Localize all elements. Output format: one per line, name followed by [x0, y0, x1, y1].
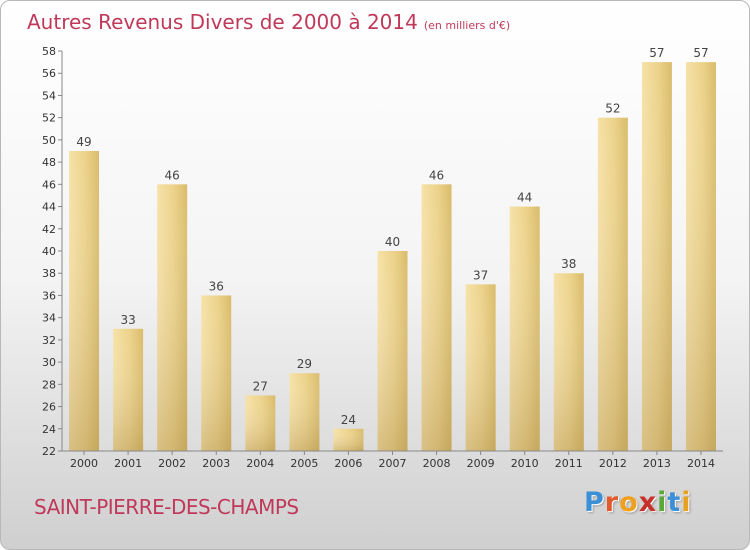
y-tick-label-50: 50: [42, 134, 56, 147]
chart-title-text: Autres Revenus Divers de 2000 à 2014: [27, 10, 418, 34]
y-tick-label-30: 30: [42, 356, 56, 369]
y-tick-label-58: 58: [42, 45, 56, 58]
bar-shade-2004: [245, 395, 276, 451]
x-tick-label-2006: 2006: [334, 457, 362, 470]
y-tick-label-22: 22: [42, 445, 56, 458]
value-label-2000: 49: [76, 135, 91, 149]
x-tick-label-2005: 2005: [290, 457, 318, 470]
bar-shade-2014: [685, 62, 716, 451]
bars-group: [69, 62, 716, 452]
bar-shade-2003: [201, 295, 232, 451]
value-label-2014: 57: [693, 46, 708, 60]
y-tick-label-40: 40: [42, 245, 56, 258]
chart-subtitle: (en milliers d'€): [423, 19, 511, 32]
y-tick-label-42: 42: [42, 223, 56, 236]
y-tick-label-44: 44: [42, 201, 56, 214]
value-label-2007: 40: [385, 235, 400, 249]
value-label-2002: 46: [165, 168, 180, 182]
bar-shade-2002: [157, 184, 188, 452]
value-label-2006: 24: [341, 413, 356, 427]
x-tick-label-2008: 2008: [423, 457, 451, 470]
value-label-2004: 27: [253, 379, 268, 393]
x-tick-label-2007: 2007: [379, 457, 407, 470]
value-label-2012: 52: [605, 102, 620, 116]
logo-letter-5: t: [667, 487, 682, 518]
logo-letter-0: P: [584, 487, 605, 518]
y-tick-label-36: 36: [42, 289, 56, 302]
y-tick-label-46: 46: [42, 178, 56, 191]
axes-group: 2000 2001 2002 2003 2004 2005 2006 2007 2008 2009…: [42, 45, 723, 470]
x-tick-label-2000: 2000: [70, 457, 98, 470]
bar-shade-2000: [69, 151, 100, 451]
value-label-2013: 57: [649, 46, 664, 60]
logo-letter-4: i: [657, 487, 668, 518]
x-tick-label-2013: 2013: [643, 457, 671, 470]
logo-letter-2: o: [619, 487, 639, 518]
bar-shade-2011: [553, 273, 584, 451]
value-label-2010: 44: [517, 191, 532, 205]
x-tick-label-2004: 2004: [246, 457, 274, 470]
y-tick-label-34: 34: [42, 312, 56, 325]
x-tick-label-2002: 2002: [158, 457, 186, 470]
bar-shade-2007: [377, 251, 408, 451]
x-tick-label-2012: 2012: [599, 457, 627, 470]
value-label-2003: 36: [209, 279, 224, 293]
x-tick-label-2014: 2014: [687, 457, 715, 470]
logo-letter-1: r: [604, 487, 620, 518]
value-label-2011: 38: [561, 257, 576, 271]
x-tick-label-2001: 2001: [114, 457, 142, 470]
x-tick-label-2010: 2010: [511, 457, 539, 470]
y-tick-label-52: 52: [42, 112, 56, 125]
y-tick-label-38: 38: [42, 267, 56, 280]
y-tick-label-48: 48: [42, 156, 56, 169]
x-tick-label-2011: 2011: [555, 457, 583, 470]
proxiti-logo: Proxiti: [584, 487, 692, 518]
y-tick-label-54: 54: [42, 89, 56, 102]
y-tick-label-24: 24: [42, 423, 56, 436]
bar-shade-2013: [641, 62, 672, 451]
bar-shade-2010: [509, 206, 540, 451]
bar-shade-2001: [113, 328, 144, 451]
bar-shade-2006: [333, 428, 364, 451]
chart-title: Autres Revenus Divers de 2000 à 2014 (en …: [27, 10, 510, 34]
value-label-2005: 29: [297, 357, 312, 371]
x-tick-label-2003: 2003: [202, 457, 230, 470]
logo-letter-6: i: [681, 487, 692, 518]
value-label-2001: 33: [120, 313, 135, 327]
y-tick-label-32: 32: [42, 334, 56, 347]
logo-letter-3: x: [638, 487, 658, 518]
y-tick-label-26: 26: [42, 401, 56, 414]
bar-shade-2009: [465, 284, 496, 451]
x-tick-label-2009: 2009: [467, 457, 495, 470]
y-tick-label-56: 56: [42, 67, 56, 80]
value-labels-group: 49 33 46 36 27 29 24 40 46 37 44 38 52 57 57: [76, 46, 708, 427]
value-label-2009: 37: [473, 268, 488, 282]
place-name: SAINT-PIERRE-DES-CHAMPS: [34, 495, 299, 519]
y-tick-label-28: 28: [42, 378, 56, 391]
bar-shade-2012: [597, 117, 628, 452]
bar-shade-2008: [421, 184, 452, 452]
value-label-2008: 46: [429, 168, 444, 182]
bar-shade-2005: [289, 373, 320, 451]
